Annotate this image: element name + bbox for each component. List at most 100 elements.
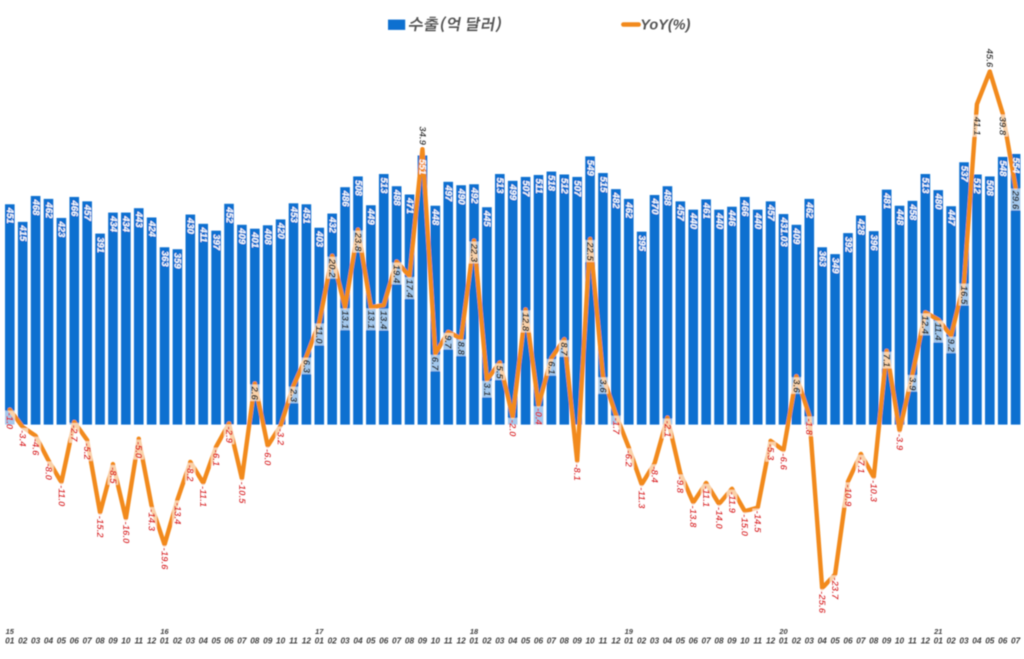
svg-text:-5.2: -5.2 — [81, 443, 92, 460]
svg-text:05: 05 — [57, 636, 67, 646]
svg-text:-6.0: -6.0 — [262, 449, 273, 466]
svg-text:349: 349 — [829, 258, 840, 275]
svg-text:-3.4: -3.4 — [17, 430, 28, 447]
svg-text:-13.8: -13.8 — [687, 506, 698, 529]
svg-text:-11.9: -11.9 — [726, 492, 737, 514]
svg-text:-3.9: -3.9 — [893, 434, 904, 451]
svg-text:05: 05 — [212, 636, 222, 646]
svg-text:09: 09 — [263, 636, 273, 646]
svg-text:468: 468 — [30, 198, 41, 216]
svg-text:07: 07 — [392, 636, 402, 646]
svg-text:03: 03 — [650, 636, 660, 646]
svg-text:21: 21 — [933, 627, 942, 636]
svg-text:-8.1: -8.1 — [571, 464, 582, 481]
svg-text:-19.6: -19.6 — [158, 548, 169, 571]
svg-text:549: 549 — [584, 160, 595, 177]
svg-text:-11.0: -11.0 — [55, 485, 66, 507]
svg-text:03: 03 — [31, 636, 41, 646]
svg-text:45.6: 45.6 — [984, 48, 995, 68]
svg-text:12: 12 — [611, 636, 621, 646]
svg-text:415: 415 — [17, 224, 28, 242]
svg-text:07: 07 — [856, 636, 866, 646]
svg-text:428: 428 — [855, 218, 866, 236]
svg-text:01: 01 — [160, 636, 170, 646]
svg-text:-1.7: -1.7 — [610, 418, 621, 435]
svg-text:04: 04 — [663, 636, 673, 646]
svg-text:508: 508 — [352, 180, 363, 197]
svg-text:04: 04 — [199, 636, 209, 646]
svg-text:518: 518 — [546, 175, 557, 192]
svg-text:2.3: 2.3 — [287, 388, 298, 403]
svg-text:8.8: 8.8 — [455, 342, 466, 356]
svg-text:492: 492 — [468, 187, 479, 205]
svg-text:8.7: 8.7 — [558, 342, 569, 356]
svg-text:409: 409 — [791, 227, 802, 245]
svg-text:408: 408 — [262, 228, 273, 246]
svg-text:457: 457 — [81, 204, 92, 222]
svg-text:359: 359 — [172, 253, 183, 270]
svg-text:3.6: 3.6 — [597, 379, 608, 393]
svg-text:445: 445 — [481, 210, 492, 228]
svg-text:448: 448 — [894, 208, 905, 226]
svg-text:11: 11 — [908, 636, 917, 646]
svg-text:513: 513 — [378, 178, 389, 195]
svg-text:451: 451 — [4, 207, 15, 224]
svg-text:458: 458 — [907, 203, 918, 221]
svg-text:02: 02 — [792, 636, 802, 646]
svg-text:-14.3: -14.3 — [146, 509, 157, 532]
svg-text:01: 01 — [315, 636, 325, 646]
svg-text:12: 12 — [147, 636, 157, 646]
svg-text:-8.2: -8.2 — [184, 465, 195, 482]
svg-text:457: 457 — [675, 204, 686, 222]
svg-text:481: 481 — [881, 192, 892, 209]
svg-text:9.7: 9.7 — [442, 335, 453, 349]
svg-text:07: 07 — [547, 636, 557, 646]
svg-text:449: 449 — [365, 208, 376, 226]
svg-text:-0.4: -0.4 — [532, 408, 543, 425]
svg-text:-6.2: -6.2 — [623, 450, 634, 467]
svg-text:9.2: 9.2 — [945, 339, 956, 353]
svg-text:01: 01 — [469, 636, 479, 646]
svg-text:04: 04 — [353, 636, 363, 646]
svg-text:-8.4: -8.4 — [648, 466, 659, 483]
svg-text:-5.0: -5.0 — [133, 442, 144, 459]
svg-text:462: 462 — [43, 201, 54, 219]
svg-text:02: 02 — [482, 636, 492, 646]
svg-text:401: 401 — [249, 231, 260, 248]
svg-text:10: 10 — [740, 636, 750, 646]
svg-text:453: 453 — [288, 206, 299, 224]
svg-text:-25.6: -25.6 — [816, 591, 827, 614]
svg-text:02: 02 — [18, 636, 28, 646]
svg-text:507: 507 — [571, 180, 582, 197]
svg-text:08: 08 — [250, 636, 260, 646]
svg-text:09: 09 — [882, 636, 892, 646]
svg-text:01: 01 — [624, 636, 634, 646]
svg-text:-10.5: -10.5 — [236, 482, 247, 505]
svg-text:5.5: 5.5 — [494, 365, 505, 379]
svg-text:13.1: 13.1 — [365, 310, 376, 329]
svg-text:7.1: 7.1 — [881, 354, 892, 367]
svg-text:12.8: 12.8 — [520, 313, 531, 332]
svg-text:08: 08 — [405, 636, 415, 646]
svg-text:08: 08 — [869, 636, 879, 646]
svg-text:-10.9: -10.9 — [842, 485, 853, 508]
svg-text:409: 409 — [236, 227, 247, 245]
svg-text:03: 03 — [340, 636, 350, 646]
svg-text:-11.1: -11.1 — [700, 486, 711, 507]
svg-text:430: 430 — [185, 217, 196, 235]
svg-text:10: 10 — [276, 636, 286, 646]
svg-text:443: 443 — [133, 211, 144, 229]
svg-text:01: 01 — [5, 636, 15, 646]
svg-text:12: 12 — [921, 636, 931, 646]
svg-text:11: 11 — [753, 636, 762, 646]
svg-text:07: 07 — [702, 636, 712, 646]
svg-text:3.9: 3.9 — [906, 377, 917, 391]
svg-text:488: 488 — [662, 189, 673, 207]
svg-text:507: 507 — [520, 180, 531, 197]
svg-text:-16.0: -16.0 — [120, 522, 131, 545]
svg-text:06: 06 — [379, 636, 389, 646]
svg-text:05: 05 — [366, 636, 376, 646]
svg-text:451: 451 — [301, 207, 312, 224]
svg-text:-2.9: -2.9 — [223, 426, 234, 443]
svg-text:16.5: 16.5 — [958, 286, 969, 305]
